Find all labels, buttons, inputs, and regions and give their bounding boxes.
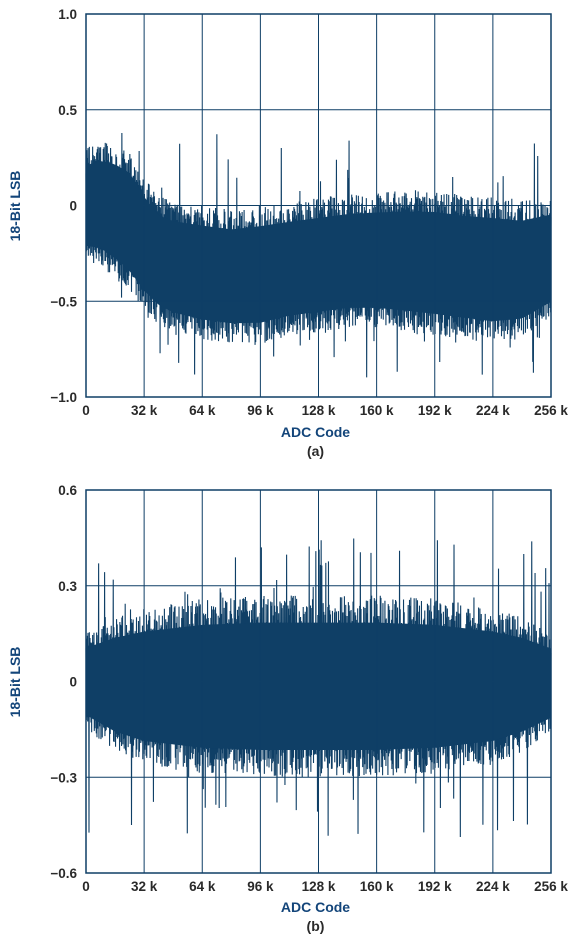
x-tick-label: 256 k <box>534 403 568 418</box>
plot-frame <box>85 13 552 398</box>
x-tick-label: 0 <box>82 879 90 894</box>
x-tick-label: 128 k <box>302 403 336 418</box>
plot-frame <box>85 489 552 874</box>
x-tick-label: 192 k <box>418 403 452 418</box>
y-axis-label: 18-Bit LSB <box>7 171 23 242</box>
x-tick-label: 224 k <box>476 879 510 894</box>
y-axis-label: 18-Bit LSB <box>7 647 23 718</box>
x-tick-label: 192 k <box>418 879 452 894</box>
x-tick-label: 96 k <box>247 403 274 418</box>
x-tick-label: 160 k <box>360 403 394 418</box>
x-tick-label: 32 k <box>131 403 158 418</box>
y-tick-label: −0.6 <box>50 866 77 881</box>
x-tick-label: 128 k <box>302 879 336 894</box>
x-tick-label: 64 k <box>189 403 216 418</box>
y-tick-label: −1.0 <box>50 390 77 405</box>
x-tick-label: 64 k <box>189 879 216 894</box>
x-tick-label: 256 k <box>534 879 568 894</box>
x-axis-label: ADC Code <box>281 899 350 915</box>
y-tick-label: 0 <box>69 199 77 214</box>
x-tick-label: 0 <box>82 403 90 418</box>
x-axis-label: ADC Code <box>281 424 350 440</box>
y-tick-label: 0 <box>69 675 77 690</box>
y-tick-label: 1.0 <box>58 7 77 22</box>
chart-caption: (a) <box>307 443 324 459</box>
x-tick-label: 160 k <box>360 879 394 894</box>
y-tick-label: 0.6 <box>58 483 77 498</box>
x-tick-label: 224 k <box>476 403 510 418</box>
y-tick-label: 0.3 <box>58 579 77 594</box>
chart-b: 0 32 k 64 k 96 k 128 k 160 k 192 k 224 k 256 k 0.… <box>7 483 568 934</box>
x-tick-label: 32 k <box>131 879 158 894</box>
y-tick-label: −0.5 <box>50 294 77 309</box>
y-tick-label: 0.5 <box>58 103 77 118</box>
chart-caption: (b) <box>307 918 325 934</box>
y-tick-label: −0.3 <box>50 770 77 785</box>
x-tick-label: 96 k <box>247 879 274 894</box>
chart-a: 0 32 k 64 k 96 k 128 k 160 k 192 k 224 k 256 k 1.… <box>7 7 568 459</box>
